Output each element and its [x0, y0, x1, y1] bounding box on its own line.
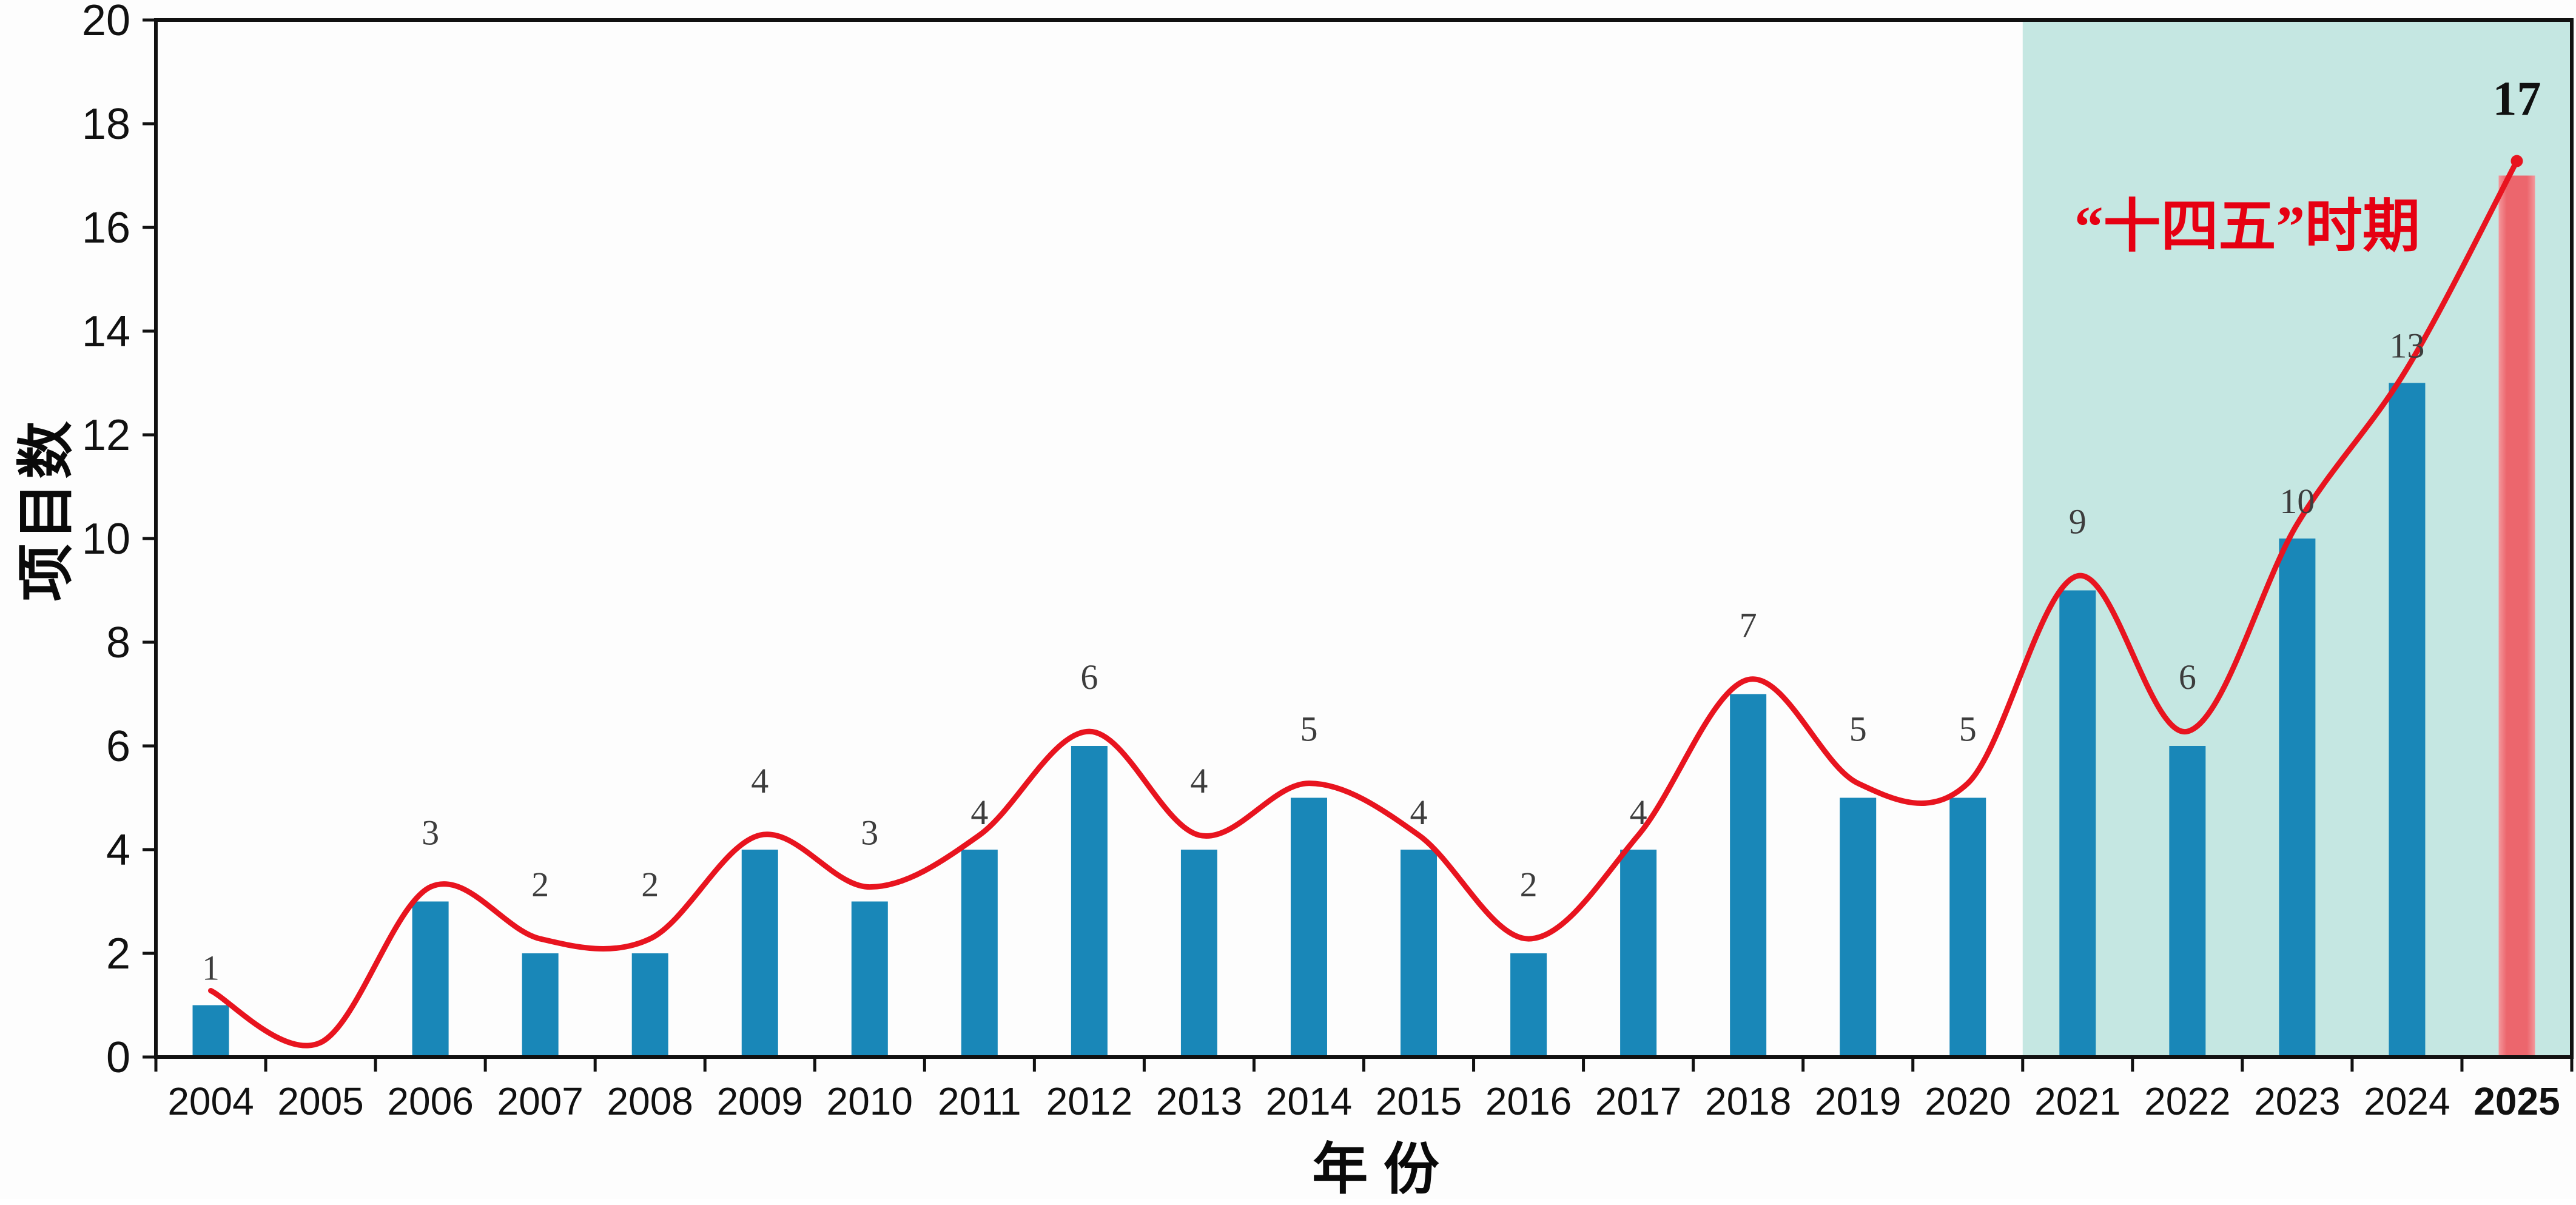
trend-line-path: [208, 158, 2520, 1049]
bar-2023: [2279, 539, 2316, 1057]
y-tick-label-0: 0: [106, 1033, 130, 1082]
x-tick-label-2012: 2012: [1046, 1079, 1132, 1123]
x-tick-label-2011: 2011: [938, 1079, 1021, 1123]
x-tick-label-2025: 2025: [2473, 1079, 2560, 1123]
data-label-2015: 4: [1410, 793, 1428, 832]
bar-2013: [1180, 850, 1217, 1057]
data-label-2023: 10: [2279, 482, 2315, 521]
data-label-2020: 5: [1959, 710, 1977, 749]
trend-line-endpoint: [2510, 155, 2523, 167]
data-label-2014: 5: [1300, 710, 1317, 749]
highlight-region-label: “十四五”时期: [2074, 194, 2421, 259]
data-label-2013: 4: [1190, 761, 1208, 801]
data-label-2018: 7: [1740, 606, 1757, 645]
bar-2017: [1620, 850, 1657, 1057]
x-tick-label-2009: 2009: [717, 1079, 803, 1123]
x-tick-label-2006: 2006: [387, 1079, 473, 1123]
y-axis-ticks: [143, 18, 156, 1059]
y-tick-label-10: 10: [82, 515, 130, 563]
y-tick-label-14: 14: [82, 307, 130, 356]
x-tick-label-2022: 2022: [2144, 1079, 2230, 1123]
bar-2016: [1510, 953, 1547, 1057]
data-label-2017: 4: [1630, 793, 1647, 832]
y-tick-label-2: 2: [106, 930, 130, 978]
bars: [192, 175, 2535, 1057]
y-axis-title: 项目数: [14, 417, 79, 602]
x-tick-label-2005: 2005: [277, 1079, 363, 1123]
bar-2011: [961, 850, 998, 1057]
y-tick-label-6: 6: [106, 722, 130, 771]
bar-2019: [1840, 797, 1877, 1057]
y-tick-label-18: 18: [82, 100, 130, 149]
data-label-2006: 3: [422, 813, 439, 853]
x-tick-label-2008: 2008: [607, 1079, 693, 1123]
x-tick-label-2016: 2016: [1485, 1079, 1572, 1123]
x-tick-label-2015: 2015: [1376, 1079, 1462, 1123]
bar-2006: [412, 901, 449, 1057]
x-tick-label-2021: 2021: [2034, 1079, 2120, 1123]
x-tick-label-2010: 2010: [827, 1079, 913, 1123]
y-tick-label-4: 4: [106, 826, 130, 874]
x-tick-label-2018: 2018: [1705, 1079, 1791, 1123]
x-tick-label-2007: 2007: [497, 1079, 583, 1123]
bar-2008: [631, 953, 668, 1057]
bar-2015: [1401, 850, 1438, 1057]
bar-2021: [2059, 590, 2096, 1057]
x-tick-label-2013: 2013: [1156, 1079, 1242, 1123]
bar-2007: [522, 953, 559, 1057]
data-label-2016: 2: [1520, 865, 1538, 904]
bar-2025: [2498, 175, 2535, 1057]
data-label-2012: 6: [1080, 657, 1098, 697]
x-tick-label-2014: 2014: [1266, 1079, 1352, 1123]
bar-2009: [741, 850, 778, 1057]
x-tick-label-2023: 2023: [2254, 1079, 2340, 1123]
y-tick-label-20: 20: [82, 0, 130, 45]
data-label-2025: 17: [2492, 73, 2541, 126]
data-label-2004: 1: [202, 948, 220, 988]
x-tick-label-2004: 2004: [167, 1079, 254, 1123]
x-tick-label-2017: 2017: [1595, 1079, 1681, 1123]
bar-2022: [2169, 746, 2206, 1057]
x-tick-label-2020: 2020: [1925, 1079, 2011, 1123]
x-tick-label-2019: 2019: [1815, 1079, 1901, 1123]
bar-2024: [2389, 383, 2426, 1057]
y-tick-label-12: 12: [82, 411, 130, 460]
bar-2014: [1290, 797, 1327, 1057]
data-label-2010: 3: [861, 813, 878, 853]
data-label-2019: 5: [1849, 710, 1867, 749]
y-axis-labels: 0 2 4 6 8 10 12 14 16 18 20: [82, 0, 130, 1082]
data-label-2009: 4: [751, 761, 768, 801]
y-tick-label-16: 16: [82, 204, 130, 252]
bar-2010: [851, 901, 888, 1057]
data-label-2008: 2: [641, 865, 659, 904]
bar-2004: [192, 1005, 229, 1057]
x-axis-ticks: [154, 1057, 2574, 1072]
x-tick-label-2024: 2024: [2364, 1079, 2450, 1123]
y-tick-label-8: 8: [106, 619, 130, 667]
bar-2012: [1071, 746, 1108, 1057]
data-label-2024: 13: [2389, 326, 2424, 366]
data-label-2011: 4: [970, 793, 988, 832]
bar-2020: [1949, 797, 1986, 1057]
trend-line: [208, 155, 2523, 1049]
data-label-2021: 9: [2069, 502, 2087, 542]
x-axis-labels: 2004 2005 2006 2007 2008 2009 2010 2011 2012 2013…: [167, 1079, 2560, 1123]
data-label-2007: 2: [531, 865, 549, 904]
bar-2018: [1730, 694, 1767, 1057]
x-axis-title: 年 份: [1312, 1138, 1439, 1201]
data-label-2022: 6: [2179, 657, 2196, 697]
